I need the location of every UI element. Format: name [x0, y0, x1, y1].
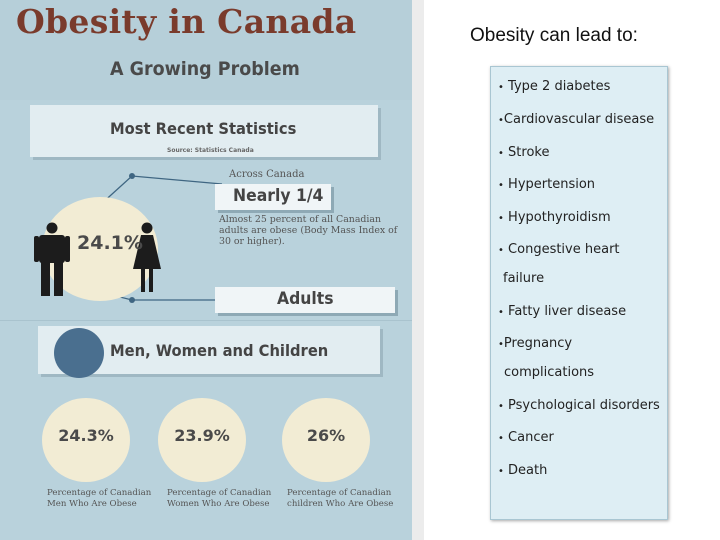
list-item: • Hypertension: [498, 177, 674, 192]
infographic-title: Obesity in Canada: [16, 2, 357, 41]
bullet-icon: •: [498, 115, 504, 126]
list-item: • Fatty liver disease: [498, 304, 674, 319]
bullet-icon: •: [498, 180, 504, 191]
children-stat-circle: 26%: [282, 398, 370, 482]
bullet-icon: •: [498, 466, 504, 477]
stats-source: Source: Statistics Canada: [167, 147, 254, 154]
woman-icon: [133, 222, 161, 292]
bullet-icon: •: [498, 339, 504, 350]
infographic-panel: Obesity in Canada A Growing Problem Most…: [0, 0, 412, 540]
across-canada-label: Across Canada: [229, 169, 305, 180]
list-item-text: Type 2 diabetes: [508, 79, 611, 94]
adults-description: Almost 25 percent of all Canadian adults…: [219, 214, 398, 247]
women-percentage: 23.9%: [174, 426, 230, 445]
bullet-icon: •: [498, 213, 504, 224]
adults-label: Adults: [277, 289, 334, 309]
infographic-subtitle: A Growing Problem: [110, 58, 300, 80]
bullet-icon: •: [498, 307, 504, 318]
men-caption: Percentage of Canadian Men Who Are Obese: [47, 488, 152, 509]
list-item-continuation: complications: [504, 365, 680, 380]
list-item-text: Cancer: [508, 430, 554, 445]
list-item-text: Pregnancy: [503, 336, 573, 351]
list-item: • Congestive heart: [498, 242, 674, 257]
bullet-icon: •: [498, 401, 504, 412]
women-stat-circle: 23.9%: [158, 398, 246, 482]
group-banner-dot: [54, 328, 104, 378]
list-item: • Death: [498, 463, 674, 478]
women-caption: Percentage of Canadian Women Who Are Obe…: [167, 488, 272, 509]
men-stat-circle: 24.3%: [42, 398, 130, 482]
list-item-text: failure: [503, 271, 545, 286]
stats-banner: Most Recent Statistics Source: Statistic…: [30, 105, 378, 157]
list-item-text: Hypothyroidism: [508, 210, 611, 225]
list-item: •Pregnancy: [498, 336, 674, 351]
nearly-quarter-box: Nearly 1/4: [215, 184, 331, 210]
children-caption: Percentage of Canadian children Who Are …: [287, 488, 394, 509]
stats-heading: Most Recent Statistics: [110, 119, 297, 138]
bullet-icon: •: [498, 245, 504, 256]
bullet-icon: •: [498, 433, 504, 444]
bullet-icon: •: [498, 82, 504, 93]
list-item: • Type 2 diabetes: [498, 79, 674, 94]
adults-box: Adults: [215, 287, 395, 313]
list-item-text: Cardiovascular disease: [503, 112, 655, 127]
list-item-text: Psychological disorders: [508, 398, 660, 413]
list-item-continuation: failure: [503, 271, 679, 286]
consequences-list: • Type 2 diabetes •Cardiovascular diseas…: [490, 66, 668, 520]
list-item: • Cancer: [498, 430, 674, 445]
list-item-text: Hypertension: [508, 177, 596, 192]
children-percentage: 26%: [306, 426, 346, 445]
consequences-heading: Obesity can lead to:: [470, 25, 638, 46]
overall-percentage: 24.1%: [77, 232, 143, 254]
list-item: • Stroke: [498, 145, 674, 160]
list-item-text: Congestive heart: [508, 242, 620, 257]
section-divider: [0, 320, 412, 321]
nearly-quarter-label: Nearly 1/4: [233, 186, 324, 206]
list-item-text: complications: [504, 365, 595, 380]
bullet-icon: •: [498, 148, 504, 159]
list-item: •Cardiovascular disease: [498, 112, 674, 127]
list-item-text: Fatty liver disease: [508, 304, 627, 319]
panel-separator: [412, 0, 424, 540]
list-item-text: Death: [508, 463, 548, 478]
list-item: • Psychological disorders: [498, 398, 674, 413]
list-item: • Hypothyroidism: [498, 210, 674, 225]
title-band: [0, 0, 412, 100]
group-heading: Men, Women and Children: [110, 341, 329, 360]
list-item-text: Stroke: [508, 145, 550, 160]
men-percentage: 24.3%: [58, 426, 114, 445]
man-icon: [34, 222, 70, 296]
